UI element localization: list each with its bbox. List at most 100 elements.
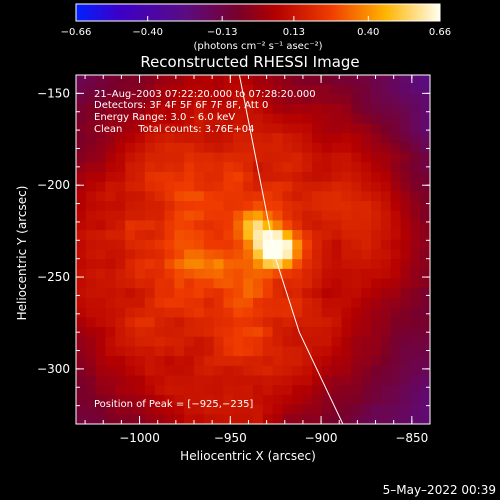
heatmap-cell: [410, 162, 421, 173]
heatmap-cell: [184, 336, 195, 348]
plot-frame: [75, 74, 431, 425]
heatmap-cell: [361, 142, 372, 154]
heatmap-cell: [125, 75, 136, 86]
heatmap-cell: [380, 278, 392, 289]
heatmap-cell: [272, 278, 284, 289]
heatmap-cell: [213, 142, 225, 154]
heatmap-cell: [135, 346, 146, 357]
heatmap-cell: [174, 133, 185, 144]
heatmap-cell: [331, 230, 343, 241]
heatmap-cell: [194, 288, 205, 299]
info-annotations: 21–Aug–2003 07:22:20.000 to 07:28:20.000…: [94, 89, 316, 410]
heatmap-cell: [184, 278, 195, 289]
heatmap-cell: [243, 259, 254, 270]
heatmap-cell: [361, 288, 372, 299]
heatmap-cell: [125, 152, 136, 163]
heatmap-cell: [253, 220, 264, 231]
heatmap-cell: [321, 162, 333, 173]
heatmap-cell: [95, 220, 107, 231]
heatmap-cell: [184, 404, 195, 415]
heatmap-cell: [302, 104, 313, 115]
heatmap-cell: [253, 230, 264, 241]
heatmap-cell: [76, 171, 87, 183]
heatmap-cell: [410, 152, 421, 163]
x-axis-label: Heliocentric X (arcsec): [180, 449, 316, 463]
heatmap-cell: [410, 171, 421, 183]
heatmap-cell: [331, 210, 343, 222]
heatmap-cell: [76, 365, 87, 377]
heatmap-cell: [420, 259, 430, 270]
heatmap-cell: [371, 142, 382, 154]
heatmap-cell: [331, 259, 343, 270]
heatmap-cell: [341, 75, 352, 86]
heatmap-cell: [380, 336, 392, 348]
heatmap-cell: [321, 94, 333, 105]
heatmap-cell: [380, 288, 392, 299]
heatmap-cell: [272, 317, 284, 328]
heatmap-cell: [213, 414, 225, 424]
heatmap-cell: [174, 191, 185, 202]
heatmap-cell: [85, 336, 97, 348]
heatmap-cell: [380, 210, 392, 222]
heatmap-cell: [105, 307, 116, 318]
heatmap-cell: [351, 356, 362, 367]
heatmap-cell: [203, 162, 215, 173]
heatmap-cell: [194, 113, 205, 125]
heatmap-cell: [203, 201, 215, 212]
heatmap-cell: [312, 133, 323, 144]
heatmap-cell: [410, 142, 421, 154]
heatmap-cell: [85, 171, 97, 183]
heatmap-cell: [135, 356, 146, 367]
heatmap-cell: [164, 268, 175, 280]
heatmap-cell: [282, 375, 293, 386]
heatmap-cell: [164, 113, 175, 125]
heatmap-cell: [400, 336, 411, 348]
heatmap-cell: [321, 84, 333, 95]
heatmap-cell: [125, 210, 136, 222]
heatmap-cell: [253, 162, 264, 173]
heatmap-cell: [380, 317, 392, 328]
heatmap-cell: [76, 375, 87, 386]
heatmap-cell: [125, 201, 136, 212]
heatmap-cell: [243, 94, 254, 105]
heatmap-cell: [154, 375, 166, 386]
heatmap-cell: [105, 133, 116, 144]
heatmap-cell: [341, 191, 352, 202]
heatmap-cell: [341, 239, 352, 251]
heatmap-cell: [243, 385, 254, 396]
heatmap-cell: [125, 336, 136, 348]
heatmap-cell: [390, 268, 402, 280]
heatmap-cell: [174, 288, 185, 299]
heatmap-cell: [390, 181, 402, 192]
heatmap-cell: [164, 327, 175, 338]
heatmap-cell: [135, 191, 146, 202]
heatmap-cell: [76, 113, 87, 125]
heatmap-cell: [410, 375, 421, 386]
heatmap-cell: [203, 365, 215, 377]
heatmap-cell: [233, 259, 244, 270]
heatmap-cell: [282, 317, 293, 328]
heatmap-cell: [400, 356, 411, 367]
heatmap-cell: [380, 181, 392, 192]
heatmap-cell: [253, 394, 264, 406]
heatmap-cell: [105, 104, 116, 115]
heatmap-cell: [144, 327, 156, 338]
heatmap-cell: [361, 394, 372, 406]
heatmap-cell: [194, 336, 205, 348]
heatmap-cell: [321, 104, 333, 115]
heatmap-cell: [272, 171, 284, 183]
heatmap-cell: [174, 201, 185, 212]
heatmap-cell: [272, 162, 284, 173]
heatmap-cell: [115, 278, 126, 289]
heatmap-cell: [213, 191, 225, 202]
heatmap-cell: [184, 346, 195, 357]
heatmap-cell: [184, 414, 195, 424]
heatmap-cell: [410, 327, 421, 338]
heatmap-cell: [174, 210, 185, 222]
heatmap-cell: [262, 104, 274, 115]
heatmap-cell: [331, 181, 343, 192]
heatmap-cell: [233, 288, 244, 299]
heatmap-cell: [203, 307, 215, 318]
heatmap-cell: [203, 191, 215, 202]
heatmap-cell: [272, 142, 284, 154]
